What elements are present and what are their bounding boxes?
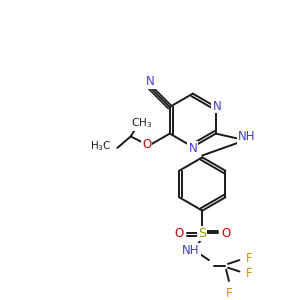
Text: NH: NH [182,244,200,257]
Text: O: O [221,227,231,240]
Text: F: F [246,267,252,280]
Text: N: N [146,75,155,88]
Text: S: S [198,227,206,240]
Text: CH$_3$: CH$_3$ [131,116,153,130]
Text: O: O [142,138,152,151]
Text: F: F [246,252,252,265]
Text: N: N [188,142,197,155]
Text: F: F [226,287,232,300]
Text: N: N [212,100,221,112]
Text: NH: NH [238,130,255,143]
Text: O: O [174,227,183,240]
Text: H$_3$C: H$_3$C [90,139,112,153]
